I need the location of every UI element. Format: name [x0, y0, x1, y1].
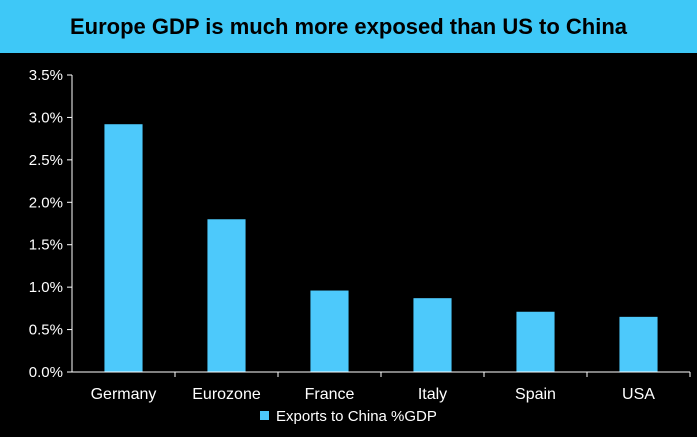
legend-swatch: [260, 411, 269, 420]
y-tick-label: 3.5%: [29, 67, 63, 84]
x-category-label: Spain: [515, 386, 556, 403]
y-axis: 0.0% 0.5% 1.0% 1.5% 2.0% 2.5% 3.0% 3.5%: [29, 67, 73, 381]
x-category-label: France: [305, 386, 355, 403]
chart-title: Europe GDP is much more exposed than US …: [69, 13, 628, 39]
x-category-label: Eurozone: [192, 386, 261, 403]
legend-label: Exports to China %GDP: [276, 408, 437, 425]
bar-france: [310, 290, 349, 372]
x-axis: Germany Eurozone France Italy Spain USA: [72, 371, 691, 403]
y-tick-label: 3.0%: [29, 109, 63, 126]
y-tick-label: 1.5%: [29, 237, 63, 254]
x-category-label: USA: [622, 386, 655, 403]
x-category-label: Germany: [91, 386, 157, 403]
bar-germany: [104, 124, 143, 373]
bar-usa: [619, 316, 658, 372]
bars: [104, 124, 658, 373]
title-bar: Europe GDP is much more exposed than US …: [0, 0, 697, 53]
legend: Exports to China %GDP: [260, 408, 437, 425]
bar-spain: [516, 311, 555, 372]
bar-italy: [413, 298, 452, 372]
y-tick-label: 2.5%: [29, 152, 63, 169]
y-tick-label: 0.0%: [29, 364, 63, 381]
y-tick-label: 2.0%: [29, 194, 63, 211]
y-tick-label: 1.0%: [29, 279, 63, 296]
x-category-label: Italy: [418, 386, 447, 403]
y-tick-label: 0.5%: [29, 322, 63, 339]
bar-eurozone: [207, 219, 246, 372]
